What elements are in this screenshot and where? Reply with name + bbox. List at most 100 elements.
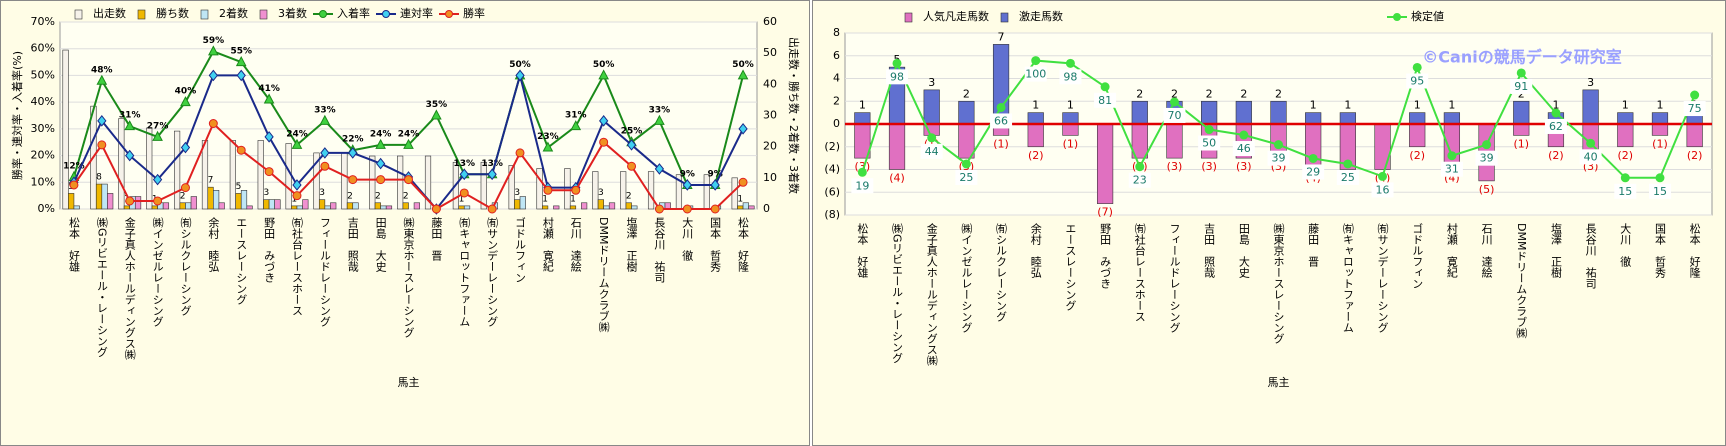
x-tick-label: 野田 みづき [263,217,276,283]
bar [1651,112,1669,125]
legend-swatch [200,9,209,20]
x-tick-label: エースレーシング [1064,223,1077,311]
bar [213,190,220,210]
bar-label: (2) [1409,149,1425,162]
label-box [1475,150,1498,166]
y-tick-label: 4 [833,72,840,85]
bar-label: 2 [347,191,353,201]
legend-swatch [445,10,453,18]
legend-swatch [1393,13,1401,21]
marker [570,120,582,131]
point-label: 91 [1514,80,1528,93]
x-tick-label: ㈱Gリビエール・レーシング [95,217,108,358]
y-tick-label: 2 [833,94,840,107]
marker [996,102,1006,112]
legend-label: 連対率 [400,6,433,20]
bar-label: 3 [319,188,325,198]
point-label: 62 [1549,120,1563,133]
point-label: 31 [1445,163,1459,176]
x-tick-label: 石川 達絵 [569,217,582,273]
x-tick-label: 長谷川 祐司 [1584,223,1597,289]
x-tick-label: ㈲キャロットファーム [458,217,471,327]
bar [207,186,214,210]
bar [235,193,242,210]
bar-label: 1 [737,194,743,204]
bar-label: (1) [1513,137,1529,150]
marker [682,204,692,214]
bar [101,183,108,210]
bar-label: 3 [928,76,935,89]
bar-label: 3 [1587,76,1594,89]
marker [431,204,441,214]
point-label: 50% [509,60,531,70]
bar [179,202,186,210]
bar-label: 2 [1171,87,1178,100]
point-label: 50% [593,60,615,70]
y2-tick-label: 20 [763,140,777,153]
point-label: 13% [481,159,503,169]
bar-label: 2 [180,191,186,201]
bar [592,171,599,210]
bar [1617,112,1634,125]
point-label: 31% [119,111,141,121]
bar [536,168,543,210]
y2-tick-label: 10 [763,171,777,184]
bar-label: (2) [1687,149,1703,162]
label-box [1406,73,1429,89]
y-tick-label: 8 [833,26,840,39]
label-box [1544,118,1567,134]
legend-label: 人気凡走馬数 [923,9,989,23]
x-tick-label: 吉田 照哉 [1203,223,1216,278]
x-tick-label: ㈱インゼルレーシング [151,217,164,327]
label-box [1683,101,1706,117]
marker [1586,138,1596,148]
marker [208,119,218,129]
x-tick-label: 国本 哲秀 [1653,223,1666,278]
bar-label: (2) [1618,149,1634,162]
label-box [1579,149,1602,165]
x-tick-label: 藤田 晋 [430,217,443,262]
marker [1204,125,1214,135]
bar [1062,112,1079,125]
bar [291,205,298,210]
x-tick-label: DMMドリームクラブ㈱ [597,217,610,332]
bar-label: (3) [1167,160,1183,173]
bar-label: (1) [1063,137,1079,150]
point-label: 33% [314,105,336,115]
bar [385,205,393,210]
marker [292,191,302,201]
marker [1239,130,1249,140]
bar [374,202,381,210]
bar [1409,112,1426,125]
bar-label: 1 [859,99,866,112]
marker [654,204,664,214]
x-tick-label: 松本 好雄 [856,222,869,278]
x-tick-label: ㈱インゼルレーシング [960,223,973,333]
bar-label: (2) [1548,149,1564,162]
label-box [920,143,943,159]
marker [180,96,191,107]
marker [375,157,386,170]
bar-label: 1 [570,194,576,204]
marker [431,109,442,120]
marker [152,130,163,141]
bar-label: 2 [1275,87,1282,100]
point-label: 81 [1098,94,1112,107]
marker [208,45,219,56]
bar [229,140,236,210]
marker [124,120,136,131]
bar [1374,123,1391,170]
label-box [955,169,978,185]
y-tick-label: (4) [824,163,840,176]
bar [313,152,320,210]
y-tick-label: 30% [31,122,55,135]
marker [348,147,358,159]
label-box [1128,172,1151,188]
label-box [1267,150,1290,166]
legend-swatch [74,9,83,20]
legend-label: 勝率 [463,6,485,20]
marker [125,149,135,162]
point-label: 23 [1133,174,1147,187]
bar-label: 2 [403,191,409,201]
bar [369,155,376,210]
